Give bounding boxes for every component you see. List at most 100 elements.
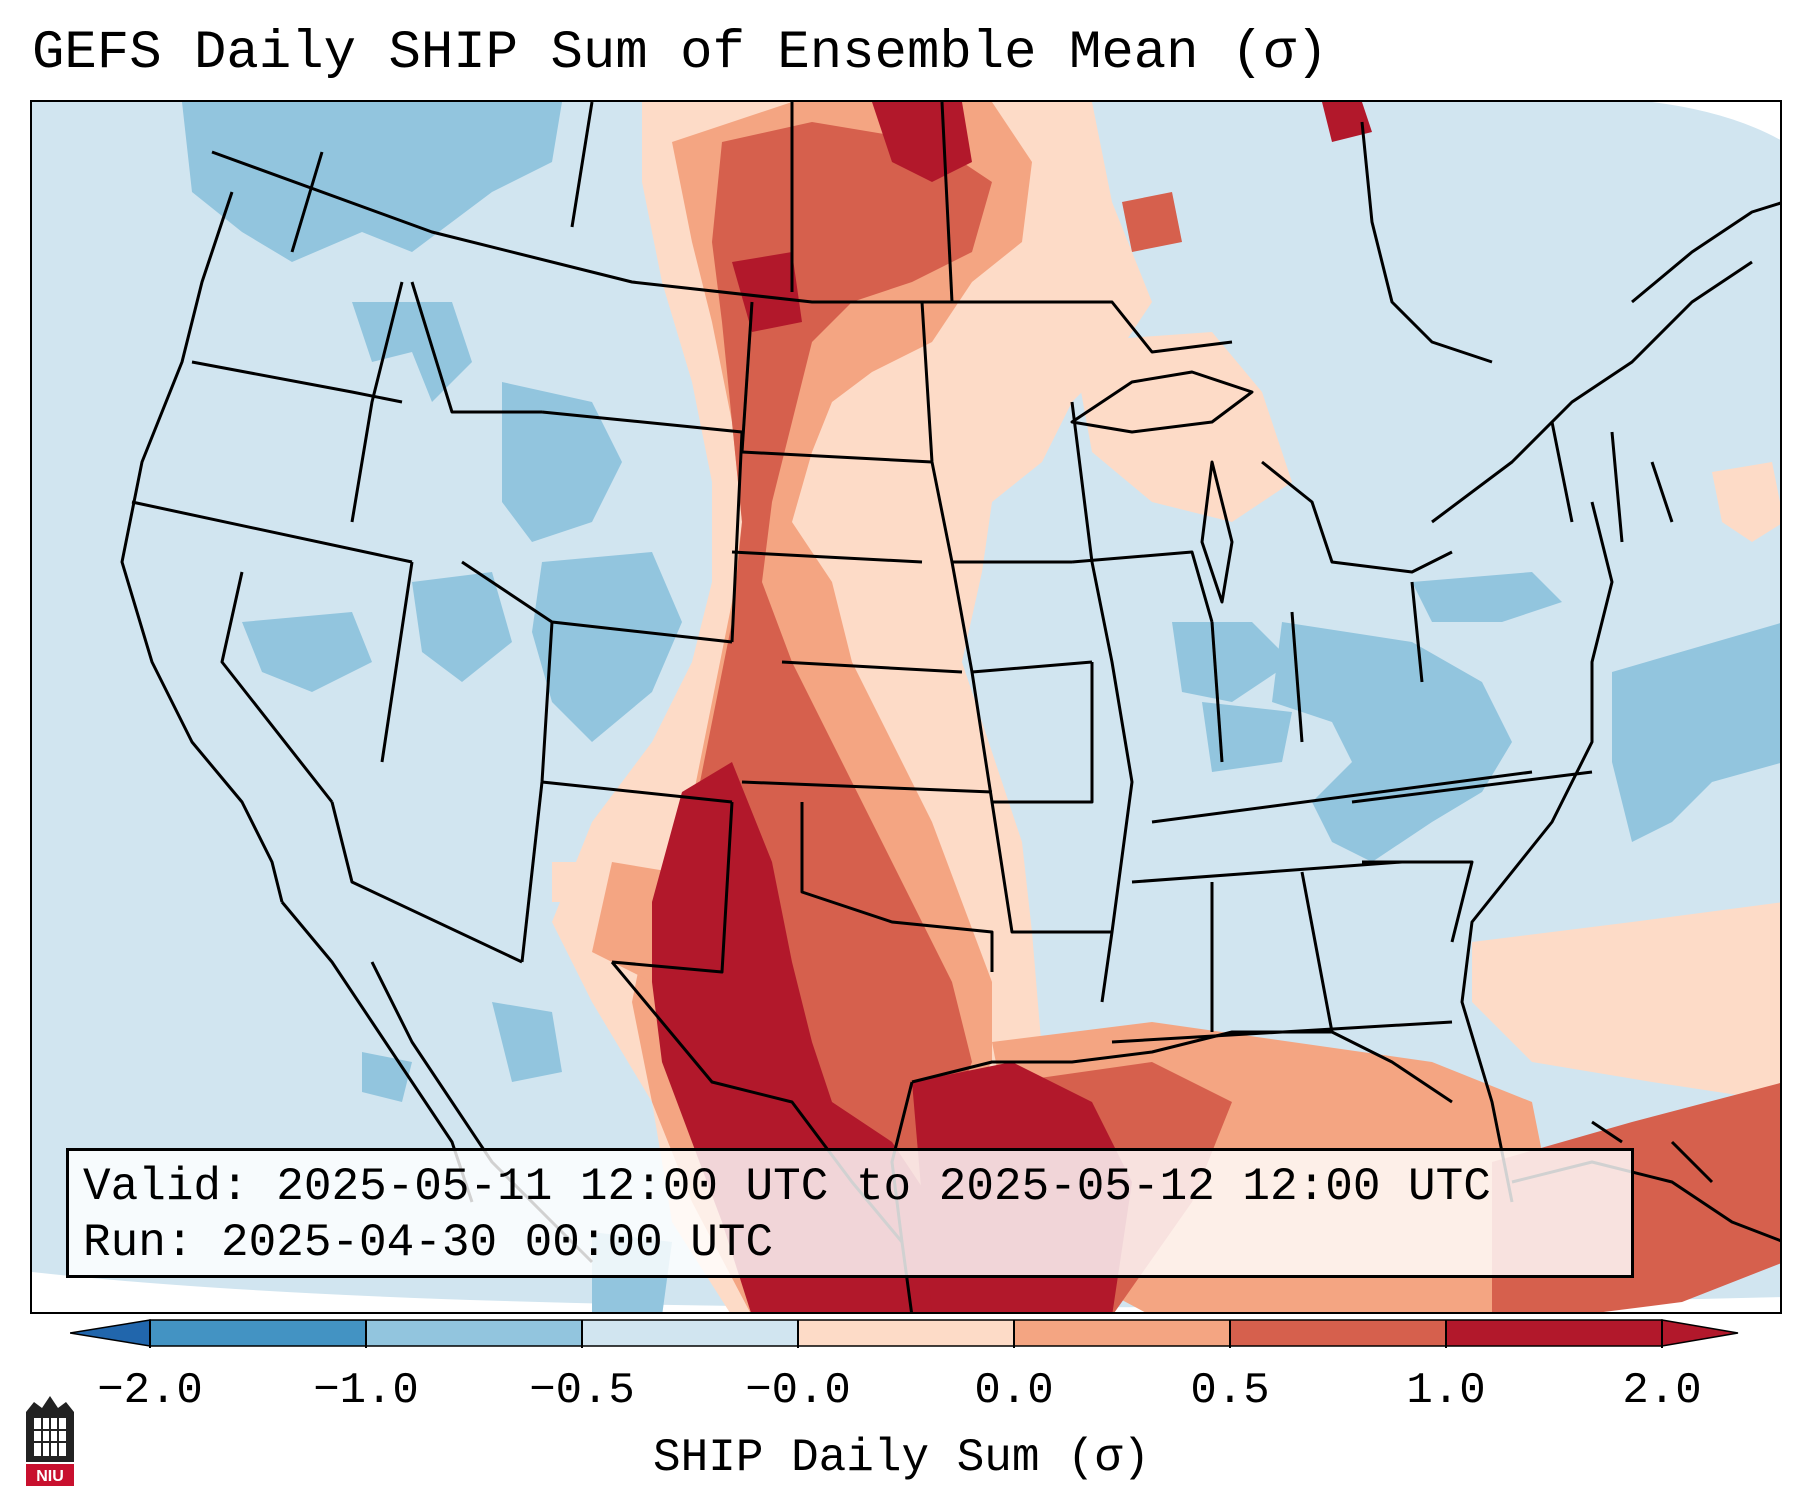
utah-negative-patch bbox=[412, 572, 512, 682]
id-mt-border bbox=[410, 281, 542, 414]
tn-al-ms bbox=[1131, 860, 1403, 884]
oh-pa bbox=[1410, 581, 1424, 683]
nd-sd-border bbox=[741, 450, 933, 464]
colorado-negative-patch bbox=[532, 552, 682, 742]
az-ca-border bbox=[330, 801, 523, 964]
canadian-province-line-2 bbox=[570, 102, 594, 228]
colorbar bbox=[70, 1319, 1739, 1348]
ky-tn bbox=[1151, 770, 1533, 824]
colorbar-tick-label: −0.5 bbox=[529, 1366, 635, 1416]
minnesota-strong-positive bbox=[1122, 192, 1182, 252]
arizona-weak-positive bbox=[552, 862, 612, 902]
canadian-province-line-4 bbox=[940, 102, 954, 303]
ut-wy-border bbox=[461, 560, 733, 644]
weak-negative-field bbox=[182, 102, 1780, 1312]
logo-text: NIU bbox=[36, 1468, 64, 1485]
id-west-border bbox=[350, 281, 404, 523]
lake-superior bbox=[1070, 370, 1254, 434]
colorbar-tick-label: 2.0 bbox=[1622, 1366, 1702, 1416]
canada-extreme-positive bbox=[872, 102, 972, 182]
al-ga bbox=[1300, 871, 1334, 1033]
run-label: Run: bbox=[83, 1217, 194, 1269]
new-england-weak-positive bbox=[1712, 462, 1780, 542]
atlantic-weak-positive bbox=[1472, 902, 1780, 1102]
colorbar-segment-0 bbox=[150, 1320, 366, 1346]
new-england-states bbox=[1550, 421, 1674, 543]
run-time: 2025-04-30 00:00 UTC bbox=[221, 1217, 774, 1269]
valid-time-range: 2025-05-11 12:00 UTC to 2025-05-12 12:00… bbox=[276, 1161, 1491, 1213]
ks-ok-border bbox=[741, 780, 993, 794]
mo-box bbox=[970, 662, 1094, 804]
sc-nc bbox=[1362, 860, 1474, 943]
run-row: Run: 2025-04-30 00:00 UTC bbox=[83, 1215, 1617, 1271]
nm-tx-border bbox=[611, 801, 734, 974]
mt-nd-line bbox=[740, 301, 754, 453]
validity-info-box: Valid: 2025-05-11 12:00 UTC to 2025-05-1… bbox=[66, 1148, 1634, 1278]
colorbar-under-extension bbox=[70, 1319, 151, 1347]
hudson-shore bbox=[1360, 121, 1493, 364]
ontario-quebec bbox=[1431, 260, 1753, 524]
ship-anomaly-map bbox=[30, 100, 1782, 1314]
colorbar-ticks bbox=[149, 1320, 1663, 1348]
us-canada-border bbox=[211, 150, 1233, 354]
colorbar-tick-label: −0.0 bbox=[745, 1366, 851, 1416]
west-coast bbox=[120, 191, 284, 903]
colorbar-segment-4 bbox=[1014, 1320, 1230, 1346]
sd-ne-border bbox=[731, 550, 923, 564]
colorbar-tick-label: −1.0 bbox=[313, 1366, 419, 1416]
ok-tx-border bbox=[800, 802, 994, 972]
east-coast bbox=[1460, 501, 1614, 1203]
colorbar-segment-1 bbox=[366, 1320, 582, 1346]
in-oh bbox=[1290, 611, 1304, 743]
map-canvas bbox=[32, 102, 1780, 1312]
northern-rockies-extreme-positive bbox=[732, 252, 802, 332]
ohio-valley-negative-patch bbox=[1172, 622, 1292, 702]
boundaries bbox=[120, 102, 1780, 1312]
lake-huron-erie bbox=[1261, 460, 1453, 574]
nevada-negative-patch bbox=[242, 612, 372, 692]
wyoming-negative-patch bbox=[502, 382, 622, 542]
outside-projection-area bbox=[32, 1272, 1780, 1312]
colorbar-tick-label: 0.0 bbox=[974, 1366, 1054, 1416]
outside-projection-area-top bbox=[1652, 102, 1780, 140]
university-seal-icon: NIU bbox=[26, 1396, 74, 1486]
baja-negative-patch bbox=[492, 1002, 562, 1082]
atlantic-negative-patch bbox=[1612, 623, 1780, 842]
valid-row: Valid: 2025-05-11 12:00 UTC to 2025-05-1… bbox=[83, 1159, 1617, 1215]
colorbar-over-extension bbox=[1661, 1319, 1739, 1347]
valid-label: Valid: bbox=[83, 1161, 249, 1213]
gulf-of-california-negative-patch bbox=[362, 1052, 412, 1102]
colorbar-segment-6 bbox=[1446, 1320, 1662, 1346]
new-york-negative-patch bbox=[1412, 572, 1562, 622]
idaho-negative-patch bbox=[352, 302, 472, 402]
map-title: GEFS Daily SHIP Sum of Ensemble Mean (σ) bbox=[32, 23, 1329, 84]
kentucky-negative-patch bbox=[1202, 702, 1292, 772]
ca-nv-border bbox=[220, 571, 334, 803]
canadian-province-line-1 bbox=[290, 151, 324, 253]
nw-negative-patch bbox=[182, 102, 562, 262]
wi-il bbox=[1071, 550, 1214, 623]
nv-ut-border bbox=[380, 561, 414, 763]
az-nm-border bbox=[520, 781, 544, 963]
il-in bbox=[1210, 621, 1224, 763]
colorbar-segment-3 bbox=[798, 1320, 1014, 1346]
co-nm-border bbox=[541, 780, 733, 804]
va-nc bbox=[1351, 770, 1593, 804]
wa-or-border bbox=[191, 360, 403, 404]
bahamas bbox=[1591, 1120, 1714, 1184]
colorbar-segment-2 bbox=[582, 1320, 798, 1346]
ne-ks-border bbox=[781, 660, 963, 674]
gulf-coast bbox=[911, 1030, 1453, 1104]
colorbar-tick-label: 1.0 bbox=[1406, 1366, 1486, 1416]
colorbar-label: SHIP Daily Sum (σ) bbox=[653, 1432, 1150, 1484]
hudson-bay-extreme-positive bbox=[1322, 102, 1372, 142]
colorbar-tick-label: −2.0 bbox=[97, 1366, 203, 1416]
colorbar-tick-label: 0.5 bbox=[1190, 1366, 1270, 1416]
appalachian-negative-patch bbox=[1272, 622, 1512, 862]
lake-michigan bbox=[1200, 460, 1234, 604]
maritime-coast bbox=[1631, 201, 1780, 304]
mississippi-river bbox=[1070, 401, 1134, 1003]
mn-border bbox=[920, 301, 1072, 564]
or-ca-border bbox=[131, 500, 413, 564]
ut-co-border bbox=[540, 621, 554, 783]
